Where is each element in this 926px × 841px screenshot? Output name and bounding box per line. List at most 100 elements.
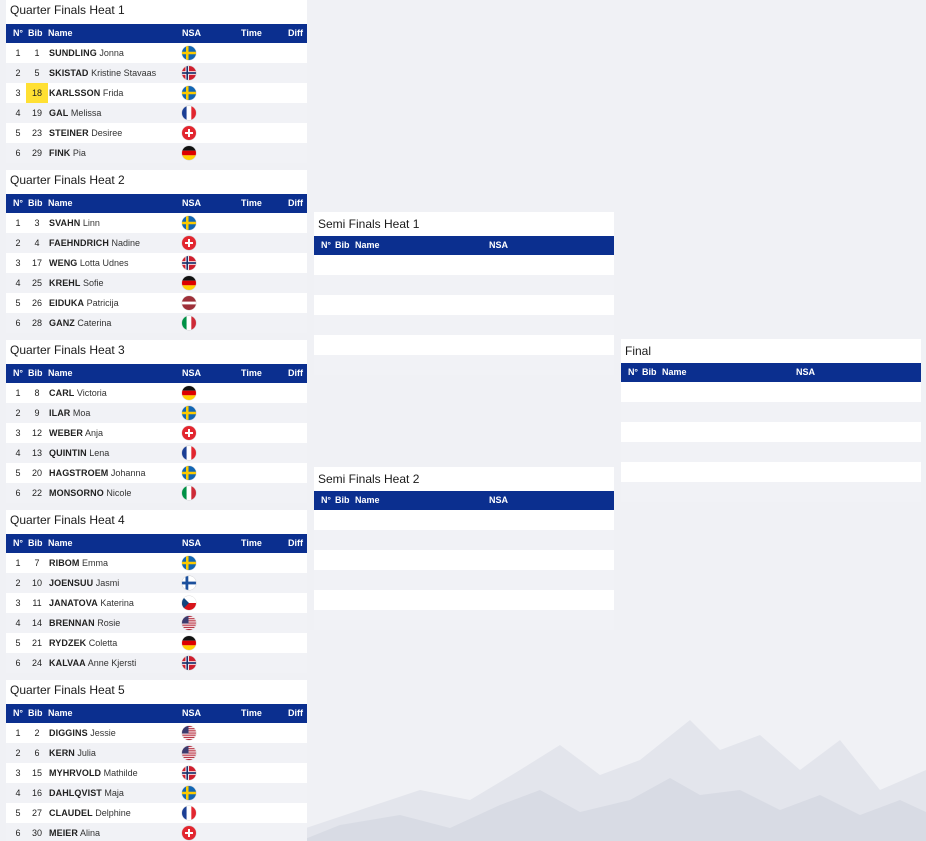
header-name: Name: [48, 708, 73, 718]
rank: 6: [15, 828, 21, 838]
athlete-name[interactable]: SUNDLING Jonna: [49, 43, 124, 63]
athlete-name[interactable]: CLAUDEL Delphine: [49, 803, 131, 823]
athlete-first-name: Nadine: [111, 238, 141, 248]
athlete-row[interactable]: 6 22 MONSORNO Nicole: [6, 483, 307, 503]
athlete-first-name: Coletta: [88, 638, 118, 648]
header-diff: Diff: [288, 538, 303, 548]
athlete-name[interactable]: HAGSTROEM Johanna: [49, 463, 145, 483]
athlete-row[interactable]: 6 28 GANZ Caterina: [6, 313, 307, 333]
athlete-row[interactable]: 4 14 BRENNAN Rosie: [6, 613, 307, 633]
athlete-row[interactable]: 2 5 SKISTAD Kristine Stavaas: [6, 63, 307, 83]
athlete-name[interactable]: MYHRVOLD Mathilde: [49, 763, 138, 783]
header-bib: Bib: [335, 495, 350, 505]
athlete-last-name: SUNDLING: [49, 48, 97, 58]
athlete-name[interactable]: RYDZEK Coletta: [49, 633, 117, 653]
sweden-flag-icon: [182, 786, 196, 800]
athlete-last-name: FINK: [49, 148, 71, 158]
athlete-row[interactable]: 4 19 GAL Melissa: [6, 103, 307, 123]
bib-number: 28: [31, 318, 42, 328]
athlete-row[interactable]: 3 18 KARLSSON Frida: [6, 83, 307, 103]
athlete-row[interactable]: 1 1 SUNDLING Jonna: [6, 43, 307, 63]
athlete-row[interactable]: 6 30 MEIER Alina: [6, 823, 307, 841]
athlete-row[interactable]: 3 15 MYHRVOLD Mathilde: [6, 763, 307, 783]
switzerland-flag-icon: [182, 826, 196, 840]
athlete-name[interactable]: FINK Pia: [49, 143, 86, 163]
athlete-first-name: Linn: [82, 218, 100, 228]
athlete-row[interactable]: 5 27 CLAUDEL Delphine: [6, 803, 307, 823]
empty-row: [314, 255, 614, 275]
heat-title: Quarter Finals Heat 5: [6, 680, 307, 704]
finland-flag-icon: [182, 576, 196, 590]
athlete-name[interactable]: STEINER Desiree: [49, 123, 122, 143]
header-name: Name: [48, 368, 73, 378]
heat-title: Semi Finals Heat 2: [314, 467, 614, 491]
rank: 4: [15, 448, 21, 458]
athlete-name[interactable]: GAL Melissa: [49, 103, 101, 123]
athlete-row[interactable]: 5 21 RYDZEK Coletta: [6, 633, 307, 653]
table-header: N° Bib Name NSA Time Diff: [6, 24, 307, 43]
athlete-name[interactable]: EIDUKA Patricija: [49, 293, 119, 313]
header-no: N°: [320, 495, 332, 505]
athlete-last-name: GANZ: [49, 318, 75, 328]
athlete-row[interactable]: 3 11 JANATOVA Katerina: [6, 593, 307, 613]
athlete-name[interactable]: SVAHN Linn: [49, 213, 100, 233]
rank: 5: [15, 808, 21, 818]
athlete-name[interactable]: QUINTIN Lena: [49, 443, 109, 463]
athlete-name[interactable]: SKISTAD Kristine Stavaas: [49, 63, 156, 83]
athlete-row[interactable]: 2 10 JOENSUU Jasmi: [6, 573, 307, 593]
athlete-name[interactable]: KREHL Sofie: [49, 273, 104, 293]
italy-flag-icon: [182, 486, 196, 500]
header-name: Name: [48, 28, 73, 38]
rank: 6: [15, 148, 21, 158]
athlete-name[interactable]: MEIER Alina: [49, 823, 100, 841]
athlete-name[interactable]: DIGGINS Jessie: [49, 723, 116, 743]
quarter-final-heat-3: Quarter Finals Heat 3 N° Bib Name NSA Time Dif…: [6, 340, 307, 503]
athlete-row[interactable]: 1 8 CARL Victoria: [6, 383, 307, 403]
athlete-name[interactable]: KARLSSON Frida: [49, 83, 123, 103]
rank: 6: [15, 658, 21, 668]
athlete-row[interactable]: 6 24 KALVAA Anne Kjersti: [6, 653, 307, 673]
athlete-row[interactable]: 1 7 RIBOM Emma: [6, 553, 307, 573]
header-bib: Bib: [642, 367, 657, 377]
athlete-row[interactable]: 5 23 STEINER Desiree: [6, 123, 307, 143]
rank: 3: [15, 428, 21, 438]
empty-row: [621, 422, 921, 442]
athlete-name[interactable]: WENG Lotta Udnes: [49, 253, 128, 273]
athlete-name[interactable]: GANZ Caterina: [49, 313, 111, 333]
athlete-name[interactable]: KERN Julia: [49, 743, 96, 763]
athlete-name[interactable]: KALVAA Anne Kjersti: [49, 653, 136, 673]
athlete-row[interactable]: 4 25 KREHL Sofie: [6, 273, 307, 293]
rank: 3: [15, 88, 21, 98]
athlete-row[interactable]: 5 20 HAGSTROEM Johanna: [6, 463, 307, 483]
athlete-name[interactable]: DAHLQVIST Maja: [49, 783, 124, 803]
bib-number: 13: [31, 448, 42, 458]
athlete-row[interactable]: 3 12 WEBER Anja: [6, 423, 307, 443]
header-no: N°: [12, 538, 24, 548]
bib-number: 25: [31, 278, 42, 288]
athlete-name[interactable]: CARL Victoria: [49, 383, 107, 403]
athlete-row[interactable]: 3 17 WENG Lotta Udnes: [6, 253, 307, 273]
athlete-name[interactable]: BRENNAN Rosie: [49, 613, 120, 633]
athlete-row[interactable]: 1 2 DIGGINS Jessie: [6, 723, 307, 743]
athlete-row[interactable]: 4 16 DAHLQVIST Maja: [6, 783, 307, 803]
athlete-name[interactable]: RIBOM Emma: [49, 553, 108, 573]
athlete-row[interactable]: 2 9 ILAR Moa: [6, 403, 307, 423]
athlete-name[interactable]: FAEHNDRICH Nadine: [49, 233, 140, 253]
athlete-row[interactable]: 1 3 SVAHN Linn: [6, 213, 307, 233]
athlete-row[interactable]: 4 13 QUINTIN Lena: [6, 443, 307, 463]
latvia-flag-icon: [182, 296, 196, 310]
athlete-row[interactable]: 2 6 KERN Julia: [6, 743, 307, 763]
athlete-row[interactable]: 5 26 EIDUKA Patricija: [6, 293, 307, 313]
athlete-name[interactable]: JANATOVA Katerina: [49, 593, 134, 613]
athlete-row[interactable]: 6 29 FINK Pia: [6, 143, 307, 163]
athlete-name[interactable]: MONSORNO Nicole: [49, 483, 131, 503]
athlete-name[interactable]: ILAR Moa: [49, 403, 90, 423]
athlete-name[interactable]: JOENSUU Jasmi: [49, 573, 119, 593]
athlete-name[interactable]: WEBER Anja: [49, 423, 103, 443]
header-diff: Diff: [288, 368, 303, 378]
header-diff: Diff: [288, 708, 303, 718]
athlete-last-name: DAHLQVIST: [49, 788, 102, 798]
rank: 4: [15, 788, 21, 798]
athlete-row[interactable]: 2 4 FAEHNDRICH Nadine: [6, 233, 307, 253]
